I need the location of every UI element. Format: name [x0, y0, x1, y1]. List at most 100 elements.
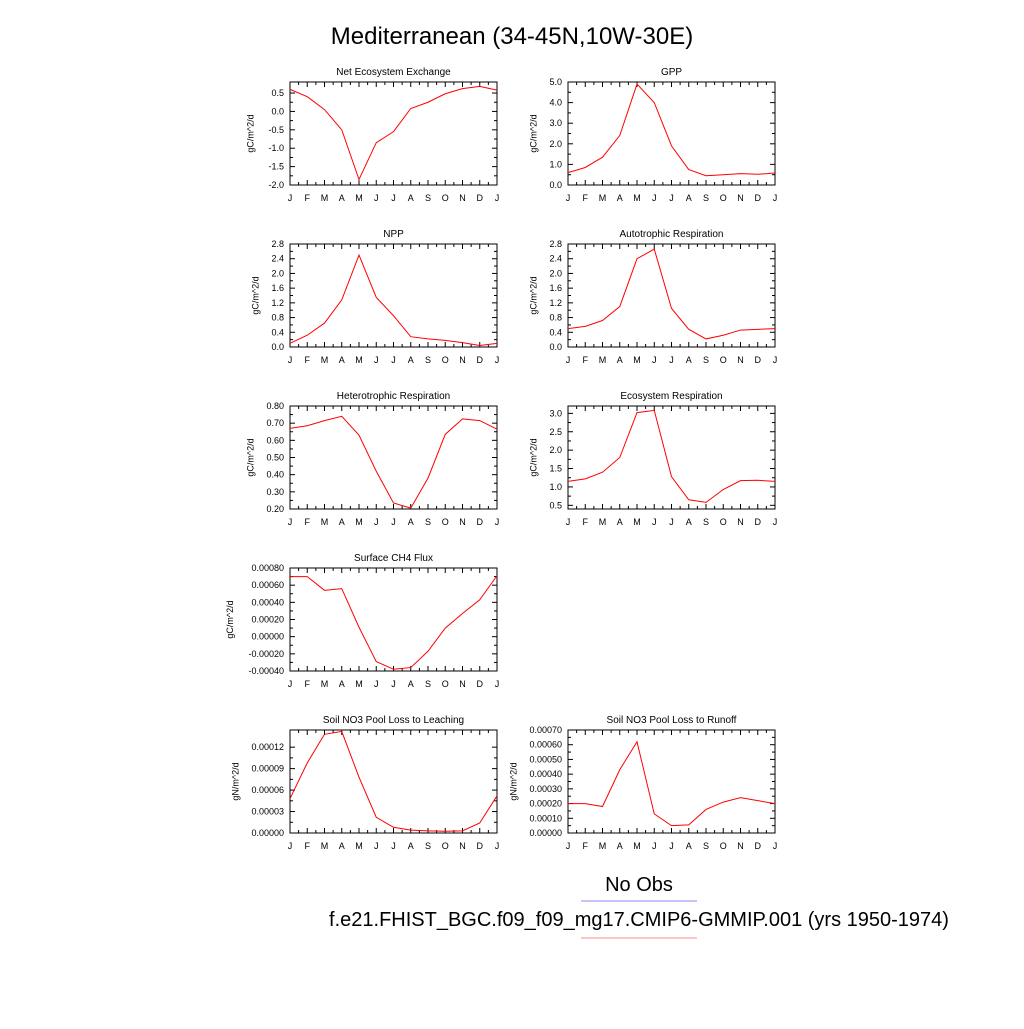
x-tick-label: F	[305, 679, 311, 689]
x-tick-label: D	[477, 193, 484, 203]
y-tick-label: 0.5	[549, 500, 562, 510]
x-tick-label: N	[737, 517, 744, 527]
y-tick-label: 0.60	[266, 435, 284, 445]
x-tick-label: D	[477, 517, 484, 527]
x-tick-label: J	[391, 517, 396, 527]
series-line-model	[289, 253, 498, 347]
x-tick-label: J	[374, 841, 379, 851]
x-tick-label: J	[288, 193, 293, 203]
x-tick-label: J	[773, 355, 778, 365]
x-tick-label: F	[305, 841, 311, 851]
y-tick-label: 0.0	[549, 342, 562, 352]
y-tick-label: 1.6	[549, 283, 562, 293]
x-tick-label: F	[583, 355, 589, 365]
x-tick-label: S	[425, 355, 431, 365]
y-tick-label: 1.0	[549, 482, 562, 492]
y-tick-label: 0.00040	[251, 597, 284, 607]
x-tick-label: N	[459, 355, 466, 365]
x-tick-label: J	[566, 355, 571, 365]
x-tick-label: A	[339, 517, 345, 527]
legend-label-model: f.e21.FHIST_BGC.f09_f09_mg17.CMIP6-GMMIP…	[329, 909, 949, 931]
x-tick-label: M	[633, 517, 641, 527]
y-tick-label: 1.5	[549, 464, 562, 474]
plot-frame	[567, 243, 776, 348]
y-tick-label: -0.5	[268, 125, 284, 135]
x-tick-label: S	[703, 841, 709, 851]
y-tick-label: 0.00003	[251, 807, 284, 817]
x-tick-label: D	[477, 679, 484, 689]
y-axis-label: gN/m^2/d	[230, 762, 240, 800]
x-tick-label: J	[566, 841, 571, 851]
x-tick-label: F	[305, 517, 311, 527]
x-tick-label: N	[459, 193, 466, 203]
x-tick-label: M	[633, 193, 641, 203]
y-axis-label: gN/m^2/d	[508, 762, 518, 800]
y-tick-label: 2.0	[271, 268, 284, 278]
series-line-model	[289, 85, 498, 181]
y-tick-label: 0.8	[549, 313, 562, 323]
x-tick-label: M	[321, 841, 329, 851]
x-tick-label: N	[737, 193, 744, 203]
x-tick-label: M	[599, 355, 607, 365]
panel-title: NPP	[383, 229, 404, 240]
x-tick-label: M	[633, 355, 641, 365]
series-line-model	[567, 83, 776, 177]
x-tick-label: A	[686, 517, 692, 527]
x-tick-label: M	[321, 193, 329, 203]
x-tick-label: J	[391, 355, 396, 365]
x-tick-label: J	[669, 841, 674, 851]
y-tick-label: 0.00000	[251, 632, 284, 642]
panel-title: Net Ecosystem Exchange	[336, 67, 451, 78]
panel-title: Ecosystem Respiration	[620, 391, 722, 402]
y-tick-label: 0.20	[266, 504, 284, 514]
y-tick-label: 0.00006	[251, 785, 284, 795]
x-tick-label: A	[339, 679, 345, 689]
y-tick-label: 0.4	[549, 327, 562, 337]
series-line-model	[289, 730, 498, 832]
x-tick-label: O	[720, 841, 727, 851]
x-tick-label: A	[408, 355, 414, 365]
x-tick-label: M	[321, 355, 329, 365]
x-tick-label: D	[755, 193, 762, 203]
x-tick-label: A	[408, 517, 414, 527]
x-tick-label: J	[374, 517, 379, 527]
main-title: Mediterranean (34-45N,10W-30E)	[331, 23, 693, 50]
x-tick-label: A	[617, 193, 623, 203]
y-axis-label: gC/m^2/d	[251, 276, 261, 314]
x-tick-label: S	[703, 193, 709, 203]
plot-frame	[289, 243, 498, 348]
y-tick-label: 0.00000	[251, 828, 284, 838]
panel-title: GPP	[661, 67, 682, 78]
y-axis-label: gC/m^2/d	[225, 600, 235, 638]
x-tick-label: O	[442, 355, 449, 365]
panel-title: Soil NO3 Pool Loss to Leaching	[323, 715, 464, 726]
series-line-model	[567, 248, 776, 340]
y-tick-label: -1.0	[268, 143, 284, 153]
x-tick-label: J	[669, 193, 674, 203]
x-tick-label: N	[459, 679, 466, 689]
x-tick-label: M	[355, 841, 363, 851]
x-tick-label: O	[442, 517, 449, 527]
x-tick-label: O	[442, 679, 449, 689]
x-tick-label: M	[599, 193, 607, 203]
x-tick-label: J	[288, 355, 293, 365]
x-tick-label: M	[355, 517, 363, 527]
y-tick-label: 1.0	[549, 159, 562, 169]
x-tick-label: N	[459, 841, 466, 851]
y-tick-label: 0.50	[266, 453, 284, 463]
x-tick-label: O	[442, 193, 449, 203]
plot-frame	[567, 81, 776, 186]
x-tick-label: M	[321, 679, 329, 689]
x-tick-label: S	[425, 517, 431, 527]
y-tick-label: 2.5	[549, 427, 562, 437]
y-tick-label: 0.0	[271, 106, 284, 116]
series-line-model	[567, 409, 776, 503]
y-tick-label: 1.2	[271, 298, 284, 308]
y-tick-label: -2.0	[268, 180, 284, 190]
x-tick-label: F	[583, 193, 589, 203]
